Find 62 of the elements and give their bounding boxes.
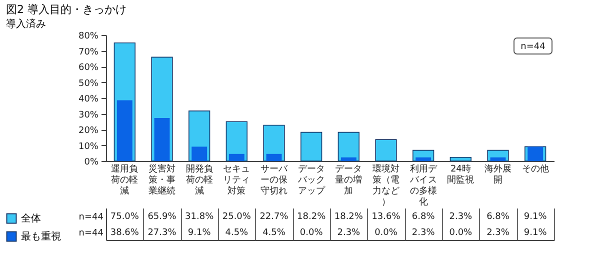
data-label: 4.5%	[262, 228, 286, 238]
y-tick-label: 70%	[78, 47, 99, 58]
data-label: 2.3%	[449, 212, 473, 222]
data-label: 6.8%	[412, 212, 436, 222]
y-tick-label: 40%	[78, 94, 99, 104]
bar	[338, 132, 360, 162]
text: n=44	[78, 212, 104, 222]
bar	[154, 118, 170, 161]
data-label: 4.5%	[225, 228, 249, 238]
data-label: 18.2%	[334, 212, 364, 222]
x-tick-label: 開発負荷の軽減	[186, 164, 213, 196]
data-label: 31.8%	[185, 212, 214, 222]
y-tick-label: 20%	[78, 126, 99, 136]
bar	[116, 100, 132, 161]
data-label: 0.0%	[449, 228, 473, 238]
y-tick-label: 0%	[84, 158, 99, 168]
x-tick-label: データバックアップ	[296, 164, 326, 196]
x-tick-label: セキュリティ対策	[223, 164, 250, 196]
bar	[300, 132, 322, 162]
bar	[228, 154, 244, 161]
data-label: 6.8%	[486, 212, 510, 222]
y-tick-label: 10%	[78, 142, 99, 152]
x-tick-label: 運用負荷の軽減	[111, 164, 138, 196]
data-label: 25.0%	[222, 212, 252, 222]
bar	[192, 146, 208, 161]
data-label: 0.0%	[374, 228, 398, 238]
data-label: 9.1%	[188, 228, 212, 238]
data-label: 2.3%	[337, 228, 361, 238]
legend-label: 全体	[21, 212, 41, 224]
annotation: n=44	[520, 42, 546, 52]
legend-label: 最も重視	[21, 230, 61, 242]
data-label: 2.3%	[412, 228, 436, 238]
data-label: 65.9%	[148, 212, 177, 222]
x-tick-label: その他	[522, 164, 549, 174]
x-tick-label: 海外展開	[484, 164, 512, 186]
y-tick-label: 30%	[78, 110, 99, 120]
data-label: 2.3%	[486, 228, 510, 238]
y-tick-label: 50%	[78, 78, 99, 89]
bar	[450, 156, 472, 162]
x-tick-label: サーバーの保守切れ	[260, 164, 288, 196]
chart-title: 図2 導入目的・きっかけ	[6, 3, 126, 16]
text: n=44	[78, 228, 104, 238]
bar	[375, 139, 397, 162]
data-label: 27.3%	[148, 228, 177, 238]
x-tick-label: 災害対策・事業継続	[148, 164, 176, 196]
data-label: 38.6%	[110, 228, 140, 238]
data-label: 22.7%	[260, 212, 289, 222]
text: 導入済み	[6, 18, 46, 30]
y-tick-label: 60%	[78, 63, 99, 73]
data-label: 13.6%	[372, 212, 401, 222]
bar	[266, 154, 282, 161]
y-tick-label: 80%	[78, 32, 99, 42]
x-tick-label: 環境対策（電力など）	[372, 164, 400, 208]
data-label: 18.2%	[297, 212, 326, 222]
bar	[340, 157, 356, 161]
x-tick-label: 利用デバイスの多様化	[408, 164, 438, 208]
data-label: 0.0%	[300, 228, 324, 238]
data-label: 9.1%	[524, 228, 548, 238]
data-label: 9.1%	[524, 212, 548, 222]
x-tick-label: 24時間監視	[447, 164, 474, 186]
data-label: 75.0%	[110, 212, 140, 222]
x-tick-label: データ量の増加	[335, 164, 362, 196]
